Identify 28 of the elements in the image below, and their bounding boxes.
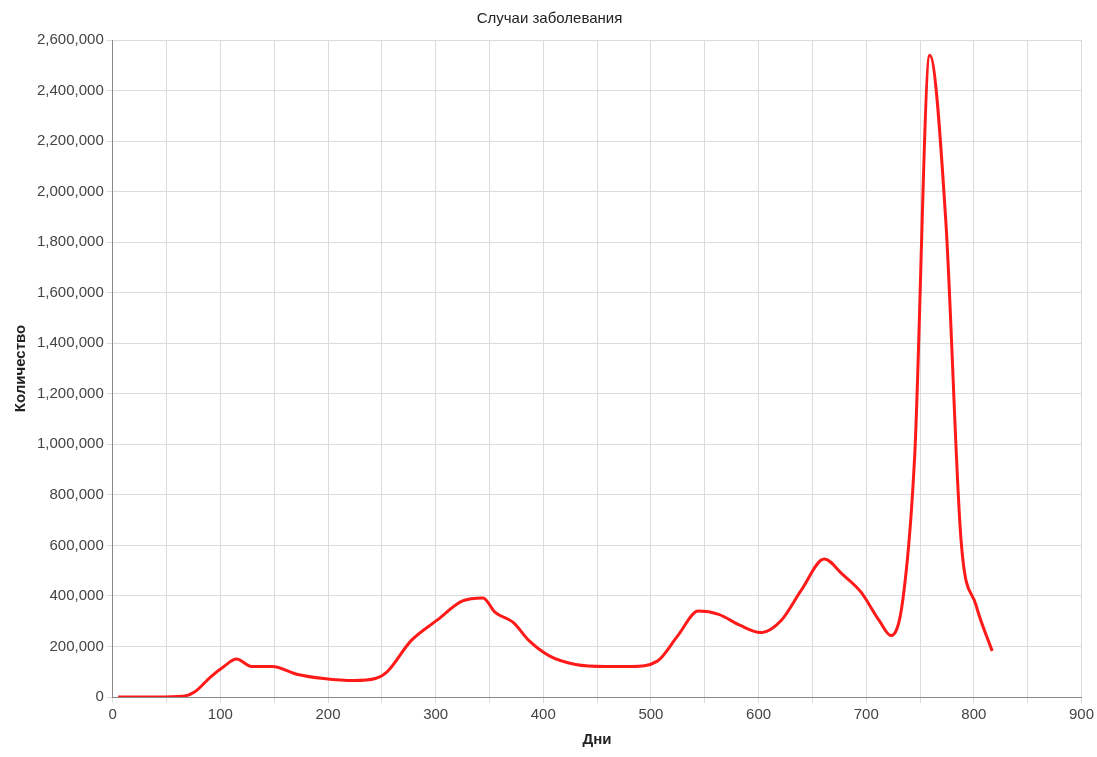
- y-axis-title: Количество: [11, 324, 29, 413]
- y-tick-label: 2,200,000: [37, 131, 104, 149]
- y-tick-label: 0: [95, 687, 104, 705]
- x-tick-label: 200: [315, 705, 341, 723]
- y-tick-label: 1,200,000: [37, 383, 104, 401]
- line-series: [116, 53, 994, 697]
- y-tick-label: 800,000: [49, 484, 104, 502]
- y-tick-label: 2,600,000: [37, 30, 104, 48]
- y-tick-label: 1,400,000: [37, 333, 104, 351]
- chart-title: Случаи заболевания: [476, 9, 623, 27]
- y-tick-label: 1,000,000: [37, 434, 104, 452]
- y-tick-label: 200,000: [49, 636, 104, 654]
- x-tick-label: 600: [746, 705, 772, 723]
- y-tick-label: 1,600,000: [37, 282, 104, 300]
- x-tick-label: 900: [1068, 705, 1094, 723]
- y-tick-label: 2,000,000: [37, 181, 104, 199]
- y-tick-label: 400,000: [49, 586, 104, 604]
- x-tick-label: 500: [638, 705, 664, 723]
- x-tick-label: 700: [853, 705, 879, 723]
- y-tick-label: 2,400,000: [37, 80, 104, 98]
- x-tick-label: 800: [961, 705, 987, 723]
- y-tick-label: 1,800,000: [37, 232, 104, 250]
- y-tick-label: 600,000: [49, 535, 104, 553]
- x-axis-title: Дни: [582, 730, 612, 748]
- x-tick-label: 100: [207, 705, 233, 723]
- x-tick-label: 400: [530, 705, 556, 723]
- x-tick-label: 0: [108, 705, 117, 723]
- x-tick-label: 300: [423, 705, 449, 723]
